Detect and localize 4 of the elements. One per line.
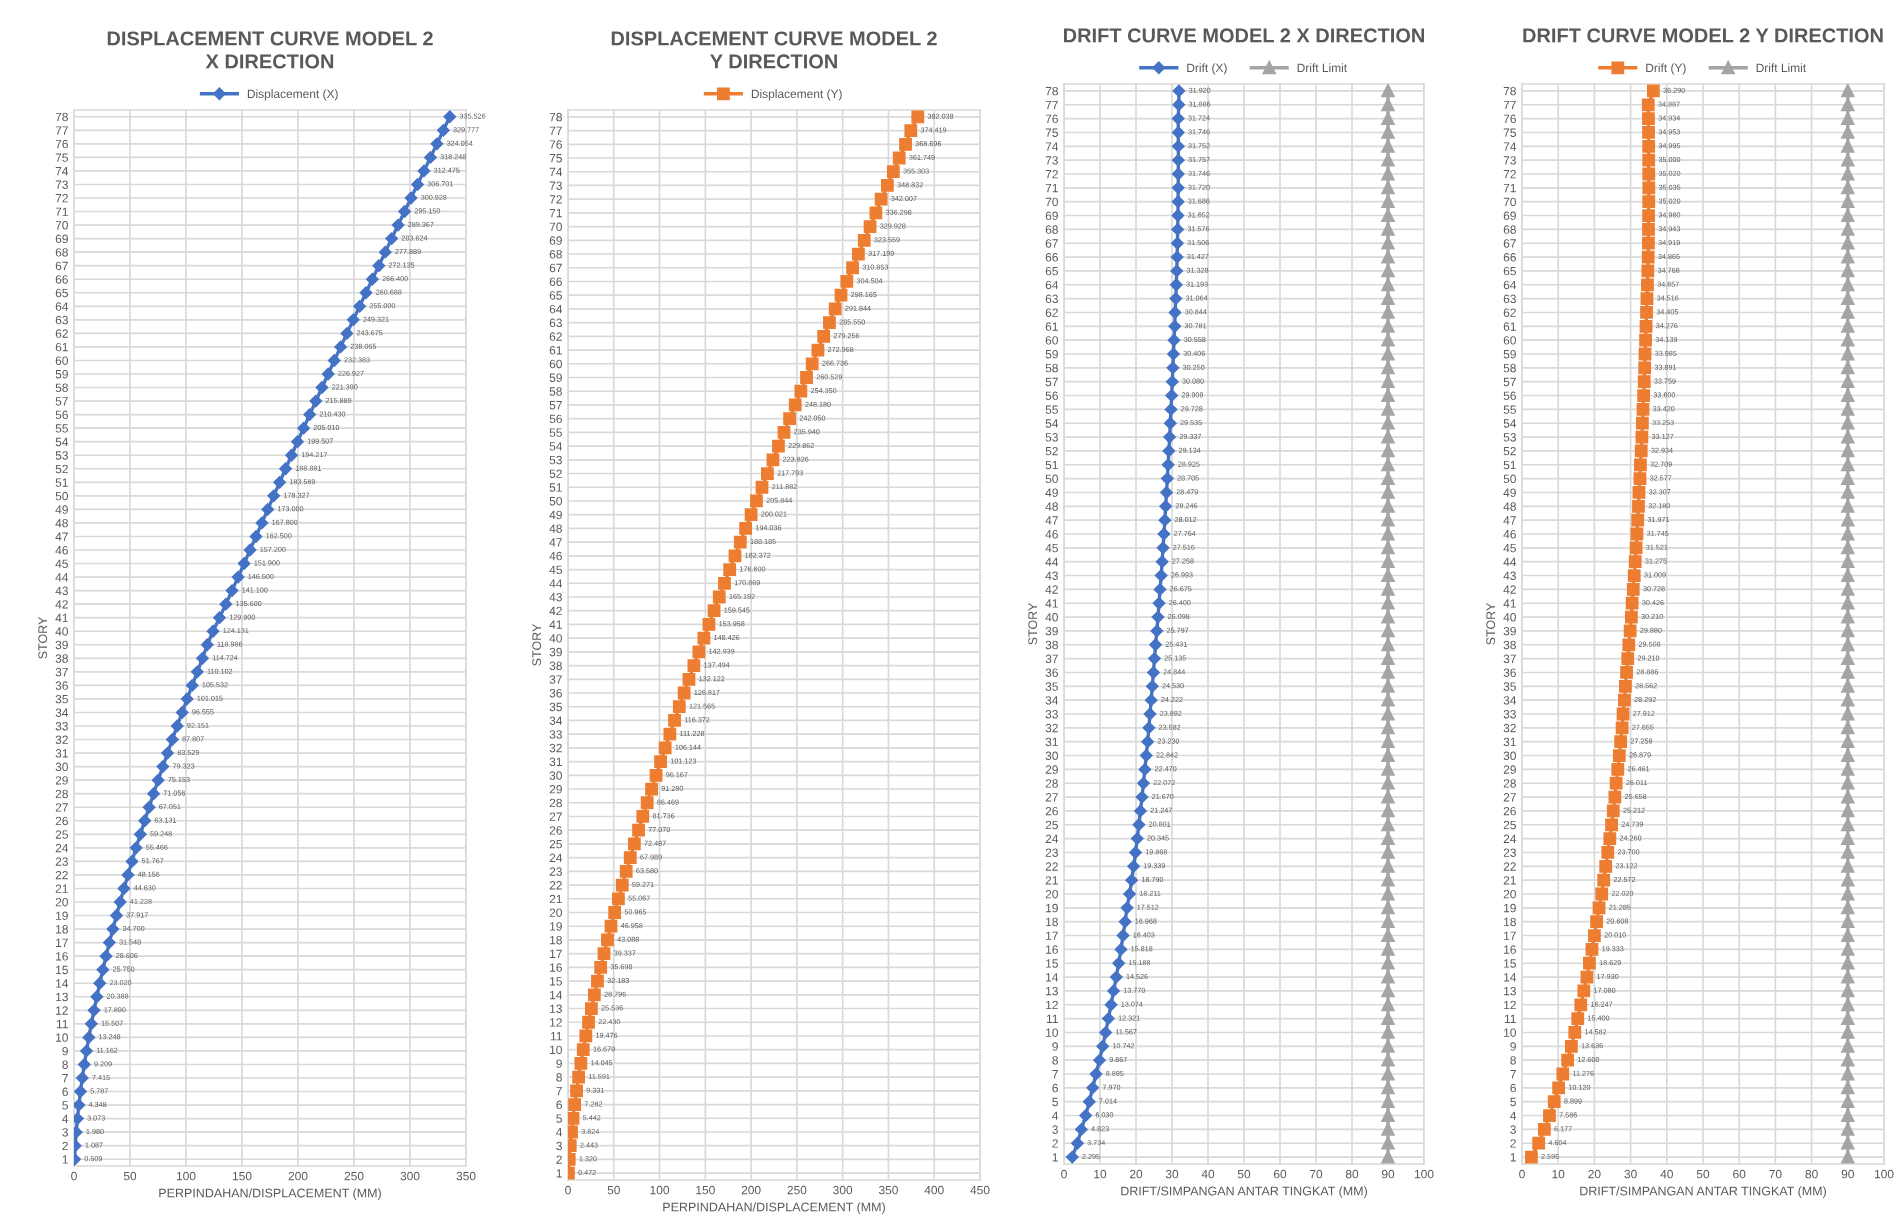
chart-title: DISPLACEMENT CURVE MODEL 2 Y DIRECTION — [611, 31, 937, 69]
chart-title: DRIFT CURVE MODEL 2 Y DIRECTION — [1523, 28, 1883, 43]
chart-title: DISPLACEMENT CURVE MODEL 2 X DIRECTION — [107, 31, 433, 69]
chart-title: DRIFT CURVE MODEL 2 X DIRECTION — [1064, 28, 1424, 43]
